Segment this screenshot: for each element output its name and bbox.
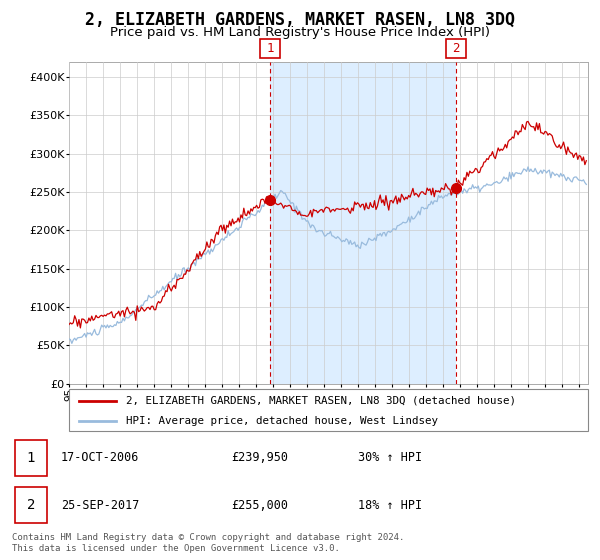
Text: 2, ELIZABETH GARDENS, MARKET RASEN, LN8 3DQ: 2, ELIZABETH GARDENS, MARKET RASEN, LN8 …: [85, 11, 515, 29]
Text: £239,950: £239,950: [231, 451, 288, 464]
Text: 18% ↑ HPI: 18% ↑ HPI: [358, 499, 422, 512]
FancyBboxPatch shape: [446, 39, 466, 58]
Text: Price paid vs. HM Land Registry's House Price Index (HPI): Price paid vs. HM Land Registry's House …: [110, 26, 490, 39]
Text: Contains HM Land Registry data © Crown copyright and database right 2024.
This d: Contains HM Land Registry data © Crown c…: [12, 533, 404, 553]
Bar: [270, 62, 456, 384]
Text: 1: 1: [266, 41, 274, 55]
Text: 17-OCT-2006: 17-OCT-2006: [61, 451, 139, 464]
FancyBboxPatch shape: [15, 440, 47, 476]
Text: 2, ELIZABETH GARDENS, MARKET RASEN, LN8 3DQ (detached house): 2, ELIZABETH GARDENS, MARKET RASEN, LN8 …: [126, 395, 516, 405]
Text: 25-SEP-2017: 25-SEP-2017: [61, 499, 139, 512]
Text: HPI: Average price, detached house, West Lindsey: HPI: Average price, detached house, West…: [126, 416, 438, 426]
Text: 1: 1: [26, 451, 35, 465]
Text: 2: 2: [452, 41, 460, 55]
FancyBboxPatch shape: [15, 487, 47, 524]
Text: £255,000: £255,000: [231, 499, 288, 512]
Text: 30% ↑ HPI: 30% ↑ HPI: [358, 451, 422, 464]
Text: 2: 2: [26, 498, 35, 512]
FancyBboxPatch shape: [69, 389, 588, 431]
FancyBboxPatch shape: [260, 39, 280, 58]
